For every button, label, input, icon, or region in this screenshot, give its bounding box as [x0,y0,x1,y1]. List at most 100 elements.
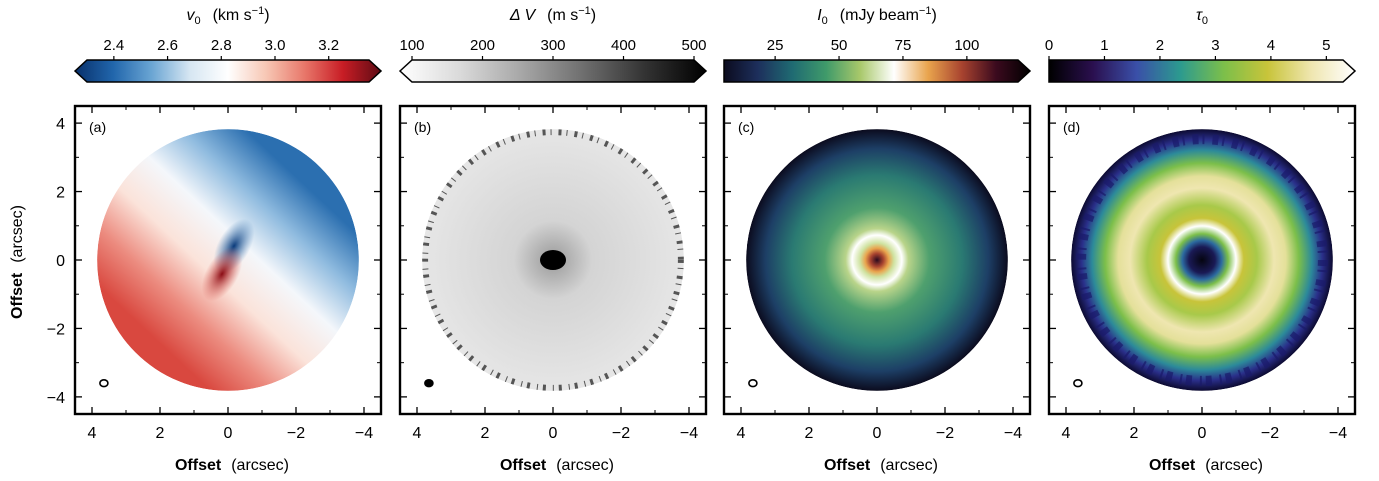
beam-ellipse [748,379,758,388]
beam-ellipse [99,379,109,388]
colorbar-label: v0 (km s−1) [186,5,269,27]
y-axis-label-bold: Offset [9,272,26,319]
colorbar-label-unit: (m s [547,7,578,24]
image-map [746,129,1008,391]
panel-label: (b) [414,119,431,135]
x-tick-label: −4 [1004,425,1022,442]
colorbar-tick-label: 500 [681,37,706,54]
colorbar-bar [73,59,383,83]
x-tick-label: −2 [612,425,630,442]
x-tick-label: 4 [413,425,422,442]
y-tick-label: 0 [56,253,65,270]
x-tick-label: 2 [805,425,814,442]
x-tick-label: −4 [680,425,698,442]
colorbar-bar [398,59,708,83]
colorbar-label-unit-close: ) [931,7,936,24]
colorbar-label-symbol: v [186,7,195,24]
redshifted-lobe [201,246,243,302]
colorbar-tick-label: 2.8 [211,37,232,54]
x-tick-label: 2 [481,425,490,442]
colorbar-tick-label: 100 [399,37,424,54]
colorbar: 100 200 300 400 500 Δ V (m s−1) [398,5,708,83]
panel-label: (d) [1063,119,1080,135]
x-axis-label-unit: (arcsec) [231,457,289,474]
colorbar: 25 50 75 100 I0 (mJy beam−1) [723,5,1032,83]
x-tick-label: 4 [1062,425,1071,442]
colorbar-tick-label: 400 [611,37,636,54]
x-tick-label: −2 [1261,425,1279,442]
x-tick-label: −2 [936,425,954,442]
x-tick-label: 2 [156,425,165,442]
x-tick-label: 4 [737,425,746,442]
image-map [1071,129,1333,391]
colorbar-label-unit-exponent: −1 [252,5,265,17]
x-axis-label-unit: (arcsec) [556,457,614,474]
x-axis-label-bold: Offset [824,457,871,474]
x-tick-label: 0 [224,425,233,442]
colorbar-label-symbol: I [817,7,822,24]
colorbar-tick-label: 50 [831,37,848,54]
x-axis-label-unit: (arcsec) [880,457,938,474]
central-peak [540,250,566,270]
noisy-rim [422,129,684,391]
colorbar-label: I0 (mJy beam−1) [817,5,937,27]
panel-label: (c) [738,119,754,135]
x-tick-label: 0 [1198,425,1207,442]
colorbar: 0 1 2 3 4 5τ0 [1045,7,1357,83]
noisy-outer-rim [1076,134,1328,386]
colorbar-tick-label: 3 [1211,37,1219,54]
x-axis-label-bold: Offset [500,457,547,474]
image-map [422,129,684,391]
x-tick-label: 2 [1130,425,1139,442]
colorbar-bar [723,59,1032,83]
optical-depth-disk [1071,129,1333,391]
colorbar-tick-label: 300 [540,37,565,54]
colorbar-tick-label: 2.4 [103,37,124,54]
colorbar-tick-label: 3.0 [265,37,286,54]
colorbar: 2.4 2.6 2.8 3.0 3.2 v0 (km s−1) [73,5,383,83]
panel-label: (a) [89,119,106,135]
colorbar-label-unit-exponent: −1 [919,5,932,17]
colorbar-label: Δ V (m s−1) [509,5,596,24]
colorbar-tick-label: 3.2 [318,37,339,54]
colorbar-tick-label: 75 [895,37,912,54]
colorbar-tick-label: 100 [954,37,979,54]
colorbar-bar [1048,59,1357,83]
x-axis-label: Offset (arcsec) [175,457,289,474]
colorbar-label: τ0 [1196,7,1208,27]
colorbar-tick-label: 2.6 [157,37,178,54]
colorbar-label-unit-close: ) [591,7,596,24]
x-tick-label: 4 [88,425,97,442]
panel-a: 2.4 2.6 2.8 3.0 3.2v0 (km s−1)(a)442200−2−2−4… [47,5,383,474]
colorbar-label-unit-close: ) [264,7,269,24]
y-tick-label: −4 [47,390,65,407]
x-axis-label: Offset (arcsec) [500,457,614,474]
intensity-disk [746,129,1008,391]
colorbar-tick-label: 0 [1045,37,1053,54]
colorbar-label-symbol: Δ V [509,7,537,24]
x-axis-label: Offset (arcsec) [824,457,938,474]
colorbar-tick-label: 5 [1322,37,1330,54]
x-axis-label-bold: Offset [175,457,222,474]
y-tick-label: −2 [47,321,65,338]
x-axis-label-bold: Offset [1149,457,1196,474]
colorbar-tick-label: 1 [1100,37,1108,54]
colorbar-label-unit: (km s [213,7,252,24]
beam-ellipse [1073,379,1083,388]
colorbar-label-symbol: τ [1196,7,1203,24]
colorbar-tick-label: 4 [1267,37,1275,54]
colorbar-tick-label: 25 [767,37,784,54]
x-axis-label-unit: (arcsec) [1205,457,1263,474]
x-tick-label: −2 [287,425,305,442]
image-map [97,129,359,391]
x-tick-label: −4 [1329,425,1347,442]
colorbar-tick-label: 200 [470,37,495,54]
panel-b: 100 200 300 400 500 Δ V (m s−1) (b) 4 2 0 −2 −4 Offse… [398,5,708,474]
y-tick-label: 4 [56,116,65,133]
svg-text:Offset(arcsec): Offset (arcsec) [9,205,26,319]
y-axis-label-unit: (arcsec) [9,205,26,263]
x-tick-label: −4 [355,425,373,442]
